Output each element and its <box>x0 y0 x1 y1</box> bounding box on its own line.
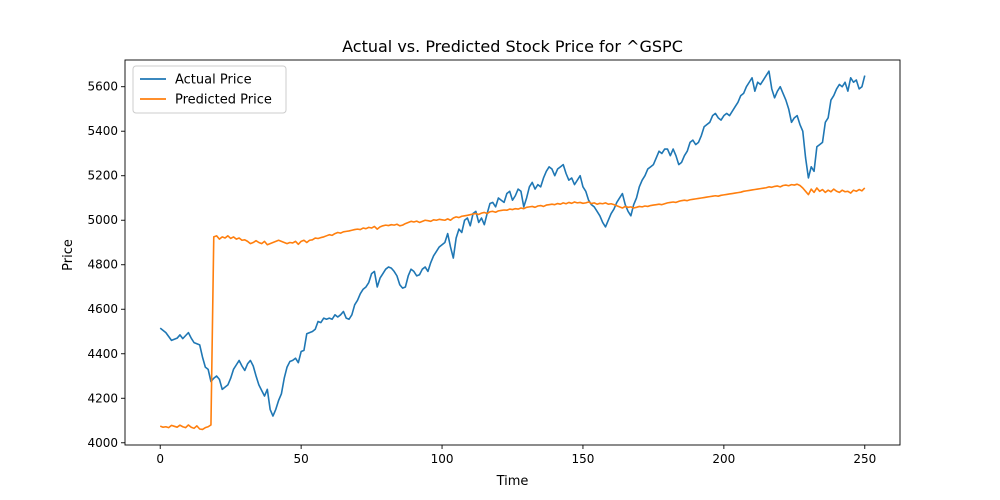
x-axis-label: Time <box>496 474 529 489</box>
chart-title: Actual vs. Predicted Stock Price for ^GS… <box>342 37 683 56</box>
y-tick-label: 4400 <box>87 347 118 361</box>
series-line-predicted-price <box>159 183 866 431</box>
y-tick-label: 5200 <box>87 169 118 183</box>
x-tick-label: 50 <box>293 452 308 466</box>
y-axis-label: Price <box>61 239 76 271</box>
y-tick-label: 4000 <box>87 436 118 450</box>
y-tick-label: 5400 <box>87 124 118 138</box>
legend-label-actual-price: Actual Price <box>175 73 252 88</box>
axes: 0 50 100 150 200 250 4000 4200 4400 4600 4800 5000 5… <box>87 59 901 466</box>
legend-box <box>132 65 287 114</box>
x-tick-label: 200 <box>712 452 735 466</box>
series-line-actual-price <box>159 70 866 417</box>
x-tick-label: 250 <box>853 452 876 466</box>
axes-frame <box>124 59 901 446</box>
y-tick-label: 5600 <box>87 80 118 94</box>
x-tick-label: 0 <box>156 452 164 466</box>
x-tick-label: 100 <box>431 452 454 466</box>
legend-label-predicted-price: Predicted Price <box>175 93 272 108</box>
legend: Actual Price Predicted Price <box>132 65 287 114</box>
x-tick-label: 150 <box>572 452 595 466</box>
y-tick-label: 4800 <box>87 258 118 272</box>
plot-area <box>125 60 900 445</box>
plot-background <box>125 60 900 445</box>
y-tick-label: 4200 <box>87 391 118 405</box>
series-lines <box>159 70 866 431</box>
y-tick-label: 4600 <box>87 302 118 316</box>
y-tick-label: 5000 <box>87 213 118 227</box>
